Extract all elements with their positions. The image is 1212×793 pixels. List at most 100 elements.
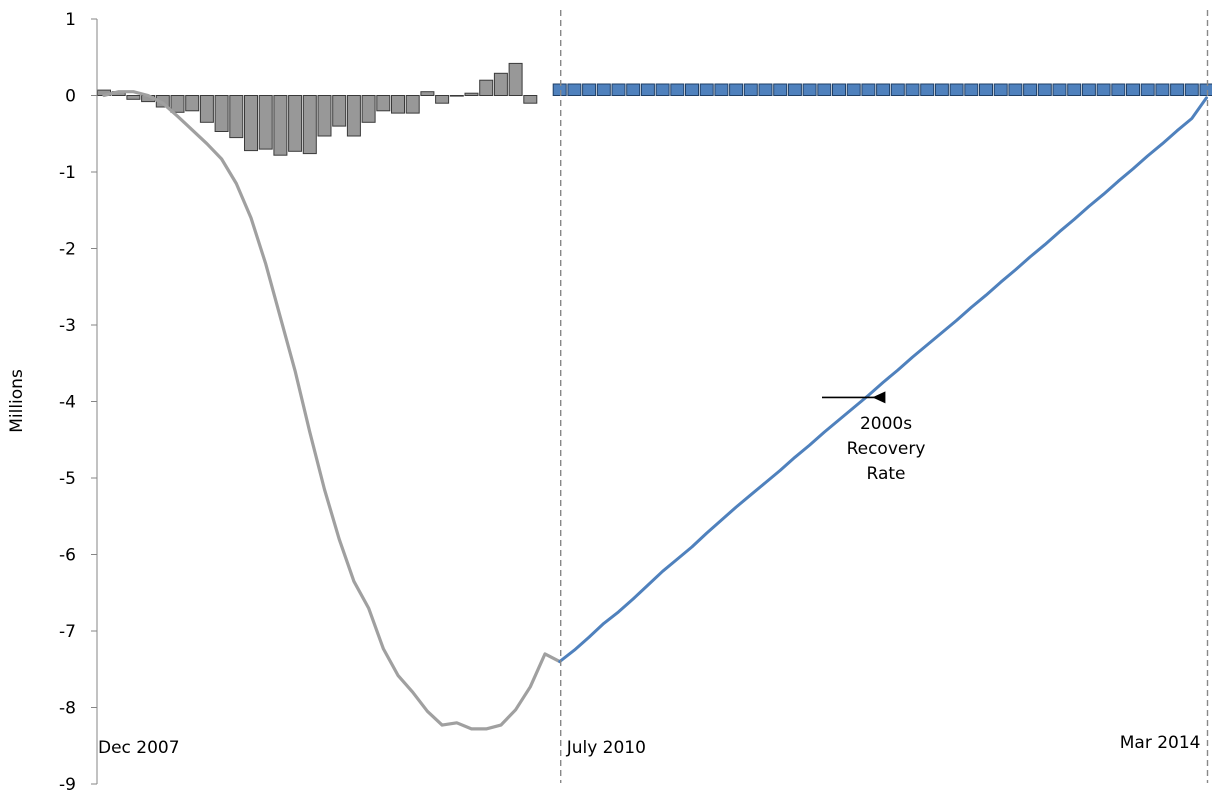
historical-bar-27 — [493, 72, 508, 97]
projected-bar-40 — [685, 83, 699, 96]
historical-bars — [97, 62, 538, 156]
historical-bar-8 — [214, 95, 229, 132]
projected-bar-37 — [640, 83, 655, 96]
annotation-line-2: Rate — [867, 464, 906, 484]
annotation-line-0: 2000s — [860, 414, 912, 434]
historical-bar-29 — [523, 95, 538, 104]
projected-bar-35 — [611, 83, 626, 96]
y-tick-label-2: -1 — [59, 163, 76, 183]
historical-bar-12 — [273, 95, 288, 156]
historical-bar-25 — [464, 92, 479, 96]
projected-bar-36 — [626, 83, 641, 96]
projected-bar-63 — [1023, 83, 1038, 96]
projected-bar-52 — [861, 83, 876, 96]
historical-bar-19 — [376, 95, 391, 112]
projected-bar-44 — [743, 83, 758, 96]
historical-bar-11 — [258, 95, 273, 150]
projected-bar-71 — [1140, 83, 1155, 96]
y-tick-label-8: -7 — [59, 622, 76, 642]
marker-label-0: Dec 2007 — [98, 738, 180, 758]
projected-bars — [552, 83, 1212, 96]
projected-bar-46 — [773, 83, 788, 96]
marker-lines — [560, 10, 1209, 783]
projected-bar-50 — [832, 83, 846, 96]
projected-bar-69 — [1111, 83, 1126, 96]
y-tick-label-4: -3 — [59, 316, 76, 336]
series-lines — [102, 90, 1208, 731]
annotation-line-1: Recovery — [847, 439, 926, 459]
projected-bar-56 — [920, 83, 935, 96]
projected-cumulative-line — [558, 96, 1208, 664]
marker-label-1: July 2010 — [566, 738, 646, 758]
y-tick-label-7: -6 — [59, 546, 76, 566]
historical-bar-26 — [479, 79, 494, 96]
projected-bar-65 — [1052, 83, 1067, 96]
projected-bar-73 — [1170, 83, 1185, 96]
projected-bar-43 — [729, 83, 744, 96]
historical-bar-23 — [435, 95, 450, 104]
projected-bar-74 — [1184, 83, 1199, 96]
historical-bar-17 — [346, 95, 361, 137]
projected-bar-54 — [890, 83, 905, 96]
historical-bar-13 — [288, 95, 303, 152]
historical-bar-28 — [508, 62, 523, 96]
projected-bar-31 — [552, 83, 567, 96]
projected-bar-39 — [670, 83, 685, 96]
projected-bar-42 — [714, 83, 729, 96]
projected-bar-57 — [934, 83, 949, 96]
projected-bar-47 — [787, 83, 802, 96]
projected-bar-48 — [802, 83, 817, 96]
y-tick-label-9: -8 — [59, 699, 76, 719]
projected-bar-51 — [846, 83, 861, 96]
historical-bar-20 — [391, 95, 405, 114]
y-axis-label: Millions — [7, 369, 27, 433]
historical-bar-9 — [229, 95, 244, 139]
annotation-arrow-head — [872, 391, 886, 404]
projected-bar-41 — [699, 83, 714, 96]
projected-bar-34 — [596, 83, 611, 96]
projected-bar-64 — [1037, 83, 1052, 96]
historical-bar-15 — [317, 95, 332, 137]
projected-bar-75 — [1199, 83, 1212, 96]
historical-bar-16 — [332, 95, 347, 127]
historical-bar-2 — [126, 95, 141, 100]
y-tick-label-1: 0 — [65, 87, 76, 107]
projected-bar-60 — [979, 83, 993, 96]
projected-bar-33 — [582, 83, 597, 96]
projected-bar-72 — [1155, 83, 1170, 96]
recovery-rate-annotation: 2000s Recovery Rate — [822, 391, 925, 484]
projected-bar-45 — [758, 83, 773, 96]
projected-bar-53 — [876, 83, 891, 96]
historical-bar-24 — [449, 95, 464, 97]
historical-bar-6 — [185, 95, 200, 112]
y-tick-label-0: 1 — [65, 10, 76, 30]
historical-bar-21 — [405, 95, 420, 114]
marker-labels: Dec 2007 July 2010 Mar 2014 — [98, 733, 1201, 758]
historical-cumulative-line — [102, 90, 562, 731]
historical-bar-14 — [302, 95, 317, 155]
projected-bar-55 — [905, 83, 920, 96]
historical-bar-5 — [170, 95, 185, 113]
projected-bar-61 — [993, 83, 1008, 96]
marker-label-2: Mar 2014 — [1120, 733, 1201, 753]
historical-bar-22 — [420, 91, 435, 96]
projected-bar-68 — [1096, 83, 1111, 96]
historical-bar-7 — [199, 95, 214, 123]
y-tick-label-10: -9 — [59, 775, 76, 793]
y-tick-label-3: -2 — [59, 240, 76, 260]
y-axis: 1 0 -1 -2 -3 -4 -5 -6 -7 -8 -9 — [59, 10, 98, 793]
y-tick-label-6: -5 — [59, 469, 76, 489]
projected-bar-38 — [655, 83, 670, 96]
projected-bar-70 — [1126, 83, 1140, 96]
projected-bar-62 — [1008, 83, 1023, 96]
historical-bar-10 — [244, 95, 258, 152]
projected-bar-59 — [964, 83, 979, 96]
projected-bar-66 — [1067, 83, 1082, 96]
projected-bar-32 — [567, 83, 582, 96]
projected-bar-49 — [817, 83, 832, 96]
y-tick-label-5: -4 — [59, 393, 76, 413]
projected-bar-58 — [949, 83, 964, 96]
historical-bar-18 — [361, 95, 376, 123]
projected-bar-67 — [1081, 83, 1096, 96]
